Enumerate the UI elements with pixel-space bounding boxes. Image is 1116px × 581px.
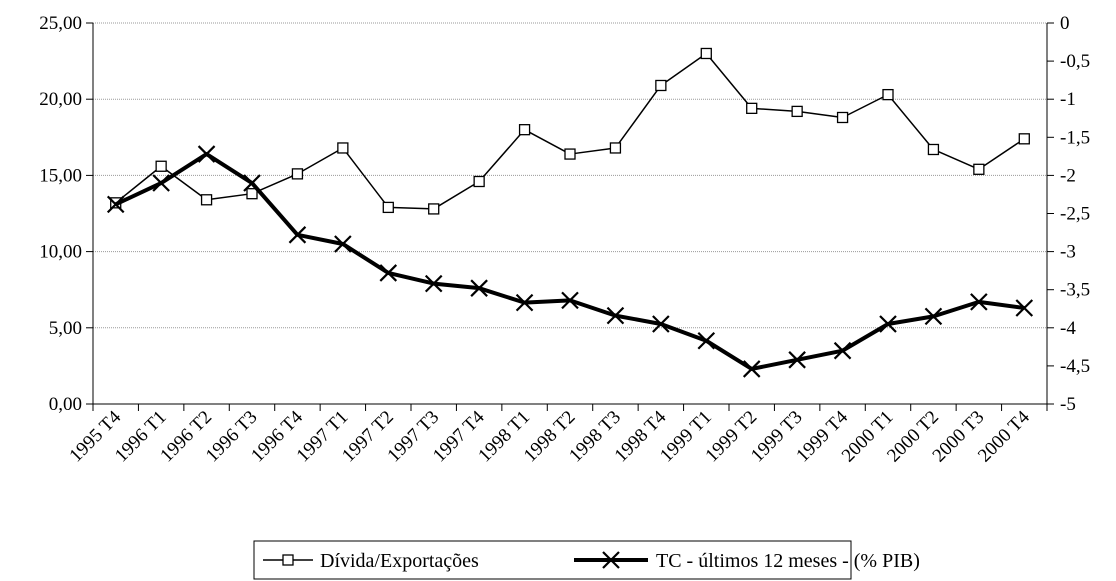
data-point	[833, 341, 852, 360]
legend-label: Dívida/Exportações	[320, 550, 479, 572]
data-point	[473, 175, 485, 188]
data-point	[652, 315, 670, 333]
data-point	[200, 194, 213, 206]
legend-items: Dívida/Exportações TC - últimos 12 meses …	[263, 550, 920, 572]
legend: Dívida/Exportações TC - últimos 12 meses …	[253, 540, 920, 580]
data-point	[927, 143, 940, 156]
gridlines	[93, 22, 1047, 329]
series-line	[114, 152, 1025, 371]
data-point	[246, 188, 258, 200]
right-tick-label: -2	[1060, 165, 1076, 186]
axes	[92, 23, 1048, 405]
right-tick-label: -2,5	[1060, 204, 1090, 225]
legend-label: TC - últimos 12 meses - (% PIB)	[656, 550, 920, 572]
legend-item-2: TC - últimos 12 meses - (% PIB)	[574, 550, 920, 572]
left-axis-ticks: 0,00 5,00 10,00 15,00 20,00 25,00	[39, 13, 93, 415]
right-tick-label: -4	[1060, 318, 1076, 339]
legend-box	[253, 540, 852, 580]
legend-swatch-marker	[282, 554, 294, 566]
data-point	[197, 145, 216, 163]
series-2	[106, 145, 1034, 378]
data-point	[152, 174, 170, 192]
data-point	[243, 174, 261, 192]
data-point	[791, 105, 803, 118]
data-point	[382, 201, 394, 214]
right-tick-label: 0	[1060, 13, 1070, 34]
data-point	[379, 264, 398, 282]
x-tick-label: 2000 T4	[974, 406, 1034, 466]
data-point	[470, 279, 488, 297]
data-point	[428, 203, 440, 215]
data-point	[882, 88, 894, 101]
data-point	[424, 274, 443, 293]
right-tick-label: -1	[1060, 89, 1076, 110]
left-tick-label: 0,00	[49, 394, 82, 415]
data-point	[106, 195, 125, 214]
data-point	[1015, 299, 1034, 317]
data-point	[606, 306, 625, 325]
data-point	[291, 168, 304, 180]
data-point	[337, 142, 349, 154]
right-tick-label: -0,5	[1060, 51, 1090, 72]
data-point	[1018, 133, 1030, 145]
data-point	[836, 111, 849, 124]
right-tick-label: -5	[1060, 394, 1076, 415]
data-point	[515, 293, 534, 312]
right-tick-label: -3	[1060, 242, 1076, 263]
data-point	[970, 293, 988, 311]
left-tick-label: 5,00	[49, 318, 82, 339]
legend-item-1: Dívida/Exportações	[263, 550, 479, 572]
right-tick-label: -1,5	[1060, 127, 1090, 148]
left-tick-label: 20,00	[39, 89, 82, 110]
left-tick-label: 15,00	[39, 165, 82, 186]
series-layer	[106, 47, 1034, 378]
data-point	[561, 291, 579, 310]
right-tick-label: -3,5	[1060, 280, 1090, 301]
data-point	[609, 142, 622, 154]
data-point	[564, 148, 576, 160]
data-point	[746, 102, 758, 114]
data-point	[924, 307, 943, 326]
series-1	[110, 47, 1030, 215]
left-tick-label: 10,00	[39, 242, 82, 263]
right-tick-label: -4,5	[1060, 356, 1090, 377]
data-point	[334, 235, 352, 253]
data-point	[973, 163, 985, 175]
data-point	[788, 351, 806, 369]
legend-swatch-marker	[602, 551, 620, 569]
data-point	[700, 47, 712, 60]
right-axis-ticks: -5 -4,5 -4 -3,5 -3 -2,5 -2 -1,5 -1 -0,5 0	[1047, 13, 1090, 415]
data-point	[155, 160, 167, 172]
data-point	[697, 331, 716, 350]
data-point	[655, 79, 667, 92]
data-point	[879, 315, 897, 333]
data-point	[742, 360, 761, 378]
left-tick-label: 25,00	[39, 13, 82, 34]
data-point	[288, 226, 307, 244]
data-point	[518, 124, 531, 136]
